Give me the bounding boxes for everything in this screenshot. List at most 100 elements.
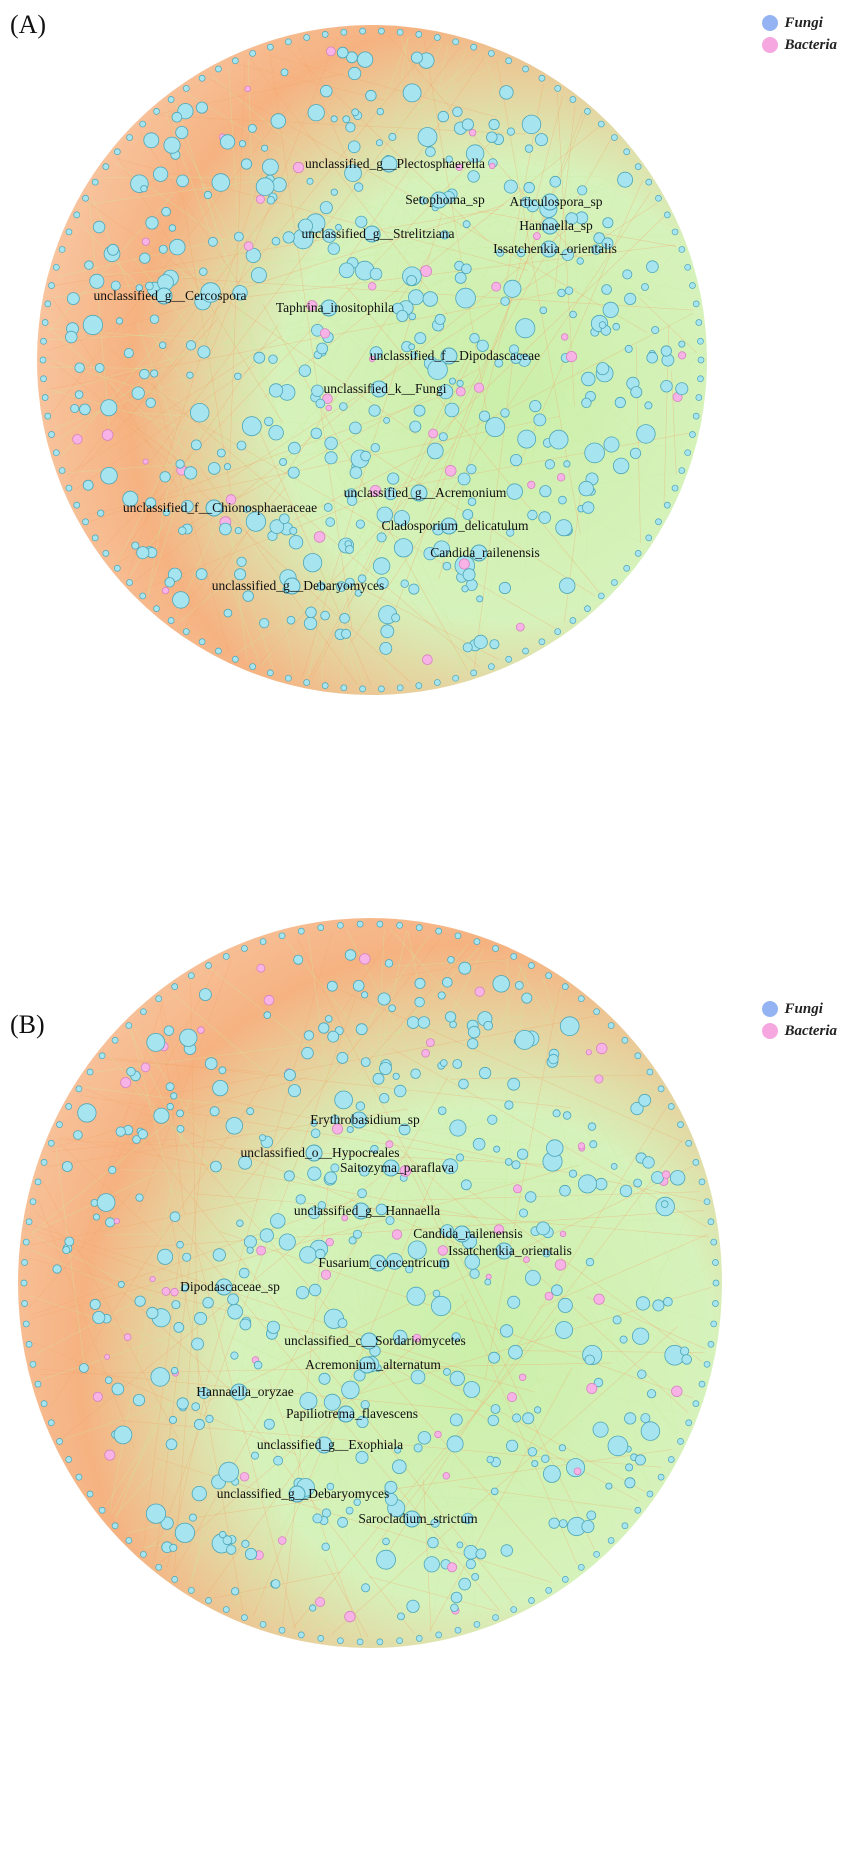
fungi-node [678,467,686,474]
fungi-node [451,1332,461,1342]
labeled-node [315,1436,333,1454]
fungi-node [360,1057,371,1068]
fungi-node [52,449,60,457]
fungi-node [283,1068,296,1081]
fungi-node [354,589,363,597]
fungi-node [612,457,630,475]
legend-label-fungi: Fungi [784,14,823,31]
fungi-node [195,101,208,114]
fungi-node [473,938,481,945]
fungi-node [66,292,80,306]
fungi-node [551,1284,563,1297]
bacteria-node [544,1291,554,1301]
fungi-node [462,642,473,653]
bacteria-node [313,531,326,543]
bacteria-node [292,161,305,174]
fungi-node [667,1456,675,1463]
fungi-node [249,50,256,57]
fungi-node [372,1072,385,1085]
bacteria-dot-icon [761,1023,778,1039]
fungi-node [243,505,251,513]
fungi-node [169,1211,181,1223]
fungi-node [490,1487,499,1496]
fungi-node [425,146,436,158]
bacteria-node [359,953,371,965]
fungi-node [593,232,605,244]
fungi-node [558,1444,567,1452]
panel-letter-b: (B) [10,1010,45,1039]
fungi-node [692,300,700,308]
fungi-node [188,1513,197,1522]
fungi-node [478,410,491,422]
bacteria-node [506,1392,517,1403]
fungi-node [34,1178,42,1186]
fungi-node [268,425,284,441]
fungi-node [456,1541,464,1549]
fungi-node [160,1516,174,1530]
bacteria-node [325,1238,334,1247]
fungi-node [533,413,547,427]
fungi-node [222,1535,233,1546]
legend-b: Fungi Bacteria [761,998,837,1042]
fungi-node [447,956,455,964]
fungi-node [391,1459,407,1474]
fungi-node [158,341,167,349]
fungi-node [357,1188,367,1199]
fungi-node [56,1121,63,1128]
fungi-node [438,1257,450,1269]
fungi-node [337,1516,349,1528]
fungi-node [360,450,371,462]
fungi-node [330,1114,340,1124]
fungi-node [630,1101,644,1116]
fungi-node [671,484,679,492]
fungi-node [330,188,338,196]
fungi-node [335,223,342,231]
fungi-node [259,1228,274,1243]
fungi-node [209,1106,220,1117]
fungi-node [65,484,73,492]
fungi-node [712,1279,720,1287]
node-label: unclassified_g__Hannaella [294,1203,440,1218]
bacteria-node [255,194,265,204]
fungi-node [652,1299,665,1312]
fungi-node [624,344,633,353]
fungi-node [245,511,266,532]
bacteria-node [369,355,376,363]
fungi-node [122,490,139,507]
fungi-node [684,449,692,457]
fungi-node [253,351,266,364]
fungi-node [448,377,456,385]
fungi-node [64,1236,75,1247]
bacteria-node [422,654,433,665]
fungi-node [667,1103,675,1110]
fungi-node [695,319,703,326]
fungi-node [187,1587,195,1594]
fungi-node [388,1004,396,1013]
fungi-node [463,1544,479,1560]
fungi-node [82,314,104,336]
fungi-node [219,522,232,536]
fungi-node [587,1122,597,1131]
fungi-node [170,1366,179,1375]
fungi-node [414,996,425,1008]
fungi-node [472,1137,486,1151]
fungi-node [143,132,160,149]
fungi-node [569,96,577,103]
fungi-node [211,173,231,192]
fungi-node [210,1160,222,1173]
fungi-node [529,399,542,413]
fungi-node [461,585,469,593]
fungi-node [514,1029,535,1050]
fungi-node [376,107,384,116]
fungi-node [380,624,395,639]
bacteria-node [263,994,275,1006]
fungi-node [568,1169,578,1178]
fungi-node [187,972,195,979]
fungi-node [189,403,210,423]
fungi-node [384,959,394,968]
fungi-node [232,285,248,301]
fungi-node [268,383,284,398]
fungi-node [388,132,397,141]
fungi-node [462,1512,474,1525]
fungi-node [476,339,489,352]
